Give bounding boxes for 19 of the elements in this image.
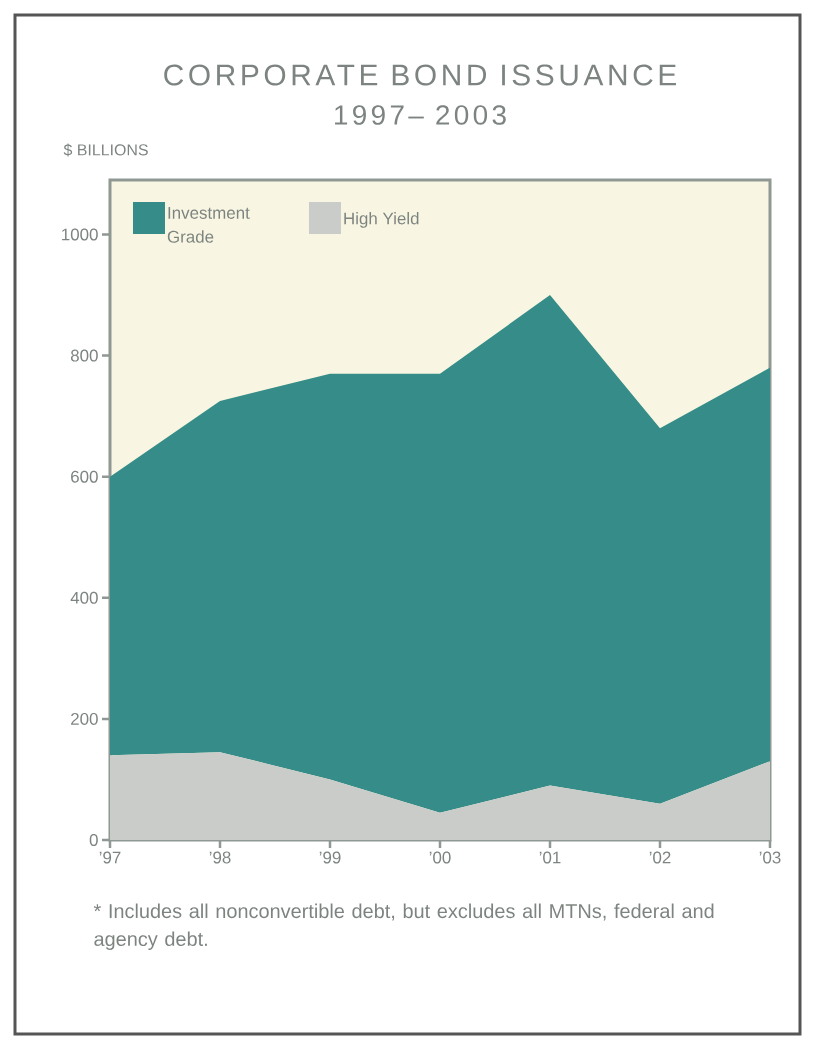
- x-tick-label: ’02: [649, 851, 671, 864]
- x-tick-label: ’98: [209, 851, 231, 864]
- y-tick-label: 0: [89, 833, 98, 846]
- y-tick-label: 200: [71, 712, 98, 725]
- chart-subtitle: 1997– 2003: [335, 105, 506, 125]
- x-tick-label: ’03: [759, 851, 781, 864]
- x-tick-label: ’99: [319, 851, 341, 864]
- chart-title: CORPORATE BOND ISSUANCE: [164, 64, 676, 86]
- legend-label: Investment Grade: [167, 207, 250, 243]
- y-tick-label: 800: [70, 349, 98, 362]
- x-tick-label: ’01: [539, 851, 561, 864]
- legend-label: High Yield: [344, 212, 419, 228]
- y-tick-label: 400: [70, 591, 98, 604]
- y-tick-label: 1000: [62, 228, 98, 241]
- y-tick-label: 600: [71, 470, 98, 483]
- y-axis-title: $ BILLIONS: [63, 143, 148, 157]
- x-tick-label: ’97: [99, 851, 121, 864]
- text: * Includes all nonconvertible debt, but excludes all MTNs, federal and agency debt.: [93, 903, 714, 950]
- x-tick-label: ’00: [429, 851, 451, 864]
